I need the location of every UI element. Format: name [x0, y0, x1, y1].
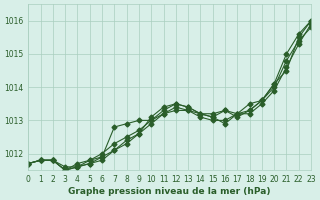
X-axis label: Graphe pression niveau de la mer (hPa): Graphe pression niveau de la mer (hPa)	[68, 187, 271, 196]
